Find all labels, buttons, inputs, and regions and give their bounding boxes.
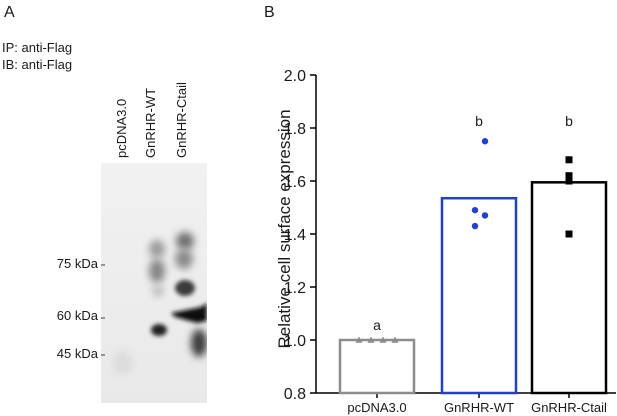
bar-chart: 0.8 1.0 1.2 1.4 1.6 1.8 2.0 a b b pcDNA3.0 GnRHR-… (275, 68, 616, 415)
mw-marker-60: 60 kDa (56, 308, 98, 323)
y-axis-label: Relative cell surface expression (275, 109, 294, 348)
ib-label: IB: anti-Flag (2, 57, 73, 72)
significance-letter-2: b (565, 113, 573, 129)
x-tick-label-1: GnRHR-WT (444, 400, 514, 415)
mw-markers: 75 kDa 60 kDa 45 kDa (0, 0, 98, 416)
data-point-0-2 (379, 336, 387, 343)
y-tick-label-2: 1.2 (284, 280, 306, 297)
y-tick-label-4: 1.6 (284, 174, 306, 191)
data-point-0-3 (391, 336, 399, 343)
y-tick-label-6: 2.0 (284, 68, 306, 85)
data-point-1-2 (481, 212, 489, 219)
y-tick-label-5: 1.8 (284, 121, 306, 138)
bar-0 (338, 338, 416, 395)
mw-marker-45: 45 kDa (56, 346, 98, 361)
panel-b-letter: B (264, 4, 275, 21)
mw-marker-75: 75 kDa (56, 256, 98, 271)
data-point-0-1 (367, 336, 375, 343)
data-point-2-1 (565, 172, 573, 180)
x-tick-label-0: pcDNA3.0 (347, 400, 406, 415)
x-tick-label-2: GnRHR-Ctail (531, 400, 607, 415)
y-tick-label-3: 1.4 (284, 227, 306, 244)
data-points (355, 138, 573, 343)
bars (338, 181, 608, 395)
x-tick-labels: pcDNA3.0 GnRHR-WT GnRHR-Ctail (347, 400, 607, 415)
data-point-1-0 (481, 138, 489, 145)
data-point-0-0 (355, 336, 363, 343)
lane-label-ctail: GnRHR-Ctail (174, 82, 189, 158)
lane-label-pcdna: pcDNA3.0 (114, 98, 129, 158)
data-point-1-3 (471, 222, 479, 230)
bar-1 (440, 196, 518, 395)
significance-letters: a b b (373, 113, 573, 333)
data-point-2-2 (565, 177, 573, 185)
data-point-2-3 (565, 230, 573, 238)
data-point-2-0 (565, 156, 573, 164)
lane-label-wt: GnRHR-WT (143, 87, 158, 158)
significance-letter-0: a (373, 317, 381, 333)
data-point-1-1 (471, 206, 479, 214)
y-tick-label-1: 1.0 (284, 333, 306, 350)
bar-2 (530, 181, 608, 395)
panel-a-letter: A (4, 4, 15, 21)
ip-label: IP: anti-Flag (2, 40, 73, 55)
y-tick-label-0: 0.8 (284, 386, 306, 403)
significance-letter-1: b (475, 113, 483, 129)
y-tick-labels: 0.8 1.0 1.2 1.4 1.6 1.8 2.0 (284, 68, 306, 403)
western-blot-image (101, 163, 207, 403)
